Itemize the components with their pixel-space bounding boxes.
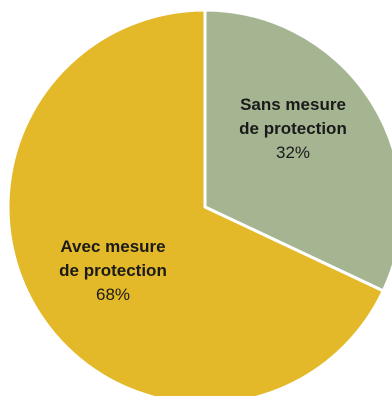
pie-slices [6,8,392,396]
slice-2-label-line-1: Avec mesure [60,237,165,256]
pie-slice-2 [6,8,385,396]
slice-1-label-line-1: Sans mesure [240,95,346,114]
pie-labels: Sans mesure de protection 32% Avec mesure de… [59,95,347,304]
pie-slice-1 [203,8,392,293]
slice-2-value-label: 68% [96,285,130,304]
slice-1-label-line-2: de protection [239,119,347,138]
slice-1-value-label: 32% [276,143,310,162]
slice-2-label-line-2: de protection [59,261,167,280]
